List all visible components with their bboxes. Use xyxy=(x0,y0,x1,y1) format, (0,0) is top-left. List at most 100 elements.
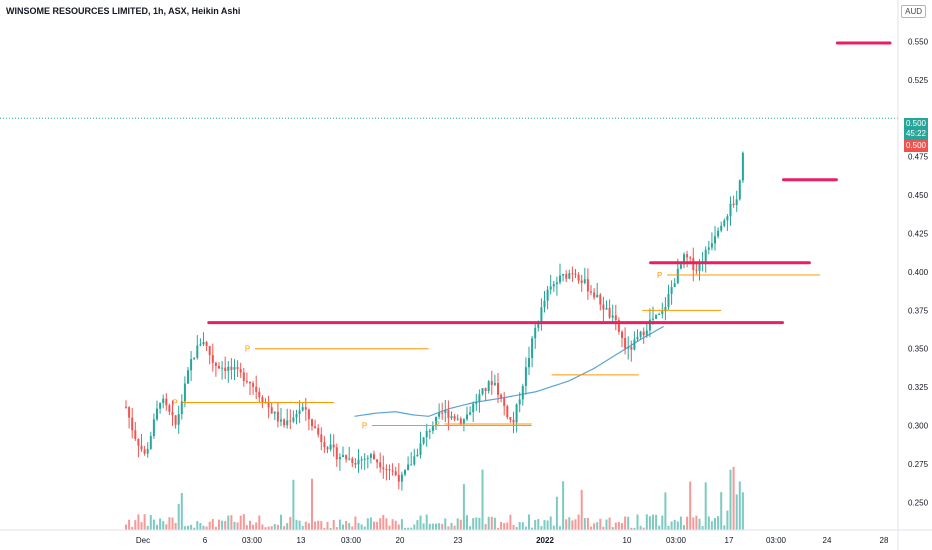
volume-bar xyxy=(515,527,518,530)
volume-bar xyxy=(444,518,447,530)
volume-bar xyxy=(369,517,372,530)
candle-body xyxy=(540,307,543,323)
candle-body xyxy=(506,406,509,418)
candle-body xyxy=(252,383,255,387)
volume-bar xyxy=(140,522,143,530)
candle-body xyxy=(208,346,211,356)
volume-bar xyxy=(382,514,385,530)
volume-bar xyxy=(125,524,127,530)
volume-bar xyxy=(664,492,667,530)
volume-bar xyxy=(348,523,351,530)
candle-body xyxy=(320,434,323,443)
candle-body xyxy=(537,322,540,328)
currency-button[interactable]: AUD xyxy=(901,5,926,18)
volume-bar xyxy=(689,481,692,530)
volume-bar xyxy=(354,516,357,530)
candle-body xyxy=(413,456,416,465)
candle-body xyxy=(552,284,555,287)
volume-bar xyxy=(419,515,422,530)
volume-bar xyxy=(472,518,475,530)
volume-bar xyxy=(732,466,735,530)
resistance-levels[interactable] xyxy=(207,41,892,325)
volume-bar xyxy=(360,524,363,530)
candle-body xyxy=(385,469,388,471)
volume-bar xyxy=(428,523,431,530)
candle-body xyxy=(617,320,620,332)
candle-body xyxy=(732,203,735,206)
volume-bar xyxy=(531,527,534,530)
volume-bar xyxy=(487,516,490,530)
candle-body xyxy=(438,412,441,417)
volume-bar xyxy=(152,519,155,530)
time-tick-label: 6 xyxy=(203,536,208,545)
volume-bar xyxy=(230,515,233,530)
time-tick-label: 23 xyxy=(454,536,463,545)
volume-bar xyxy=(267,526,270,530)
volume-bar xyxy=(233,521,236,530)
candle-body xyxy=(357,459,360,465)
candle-body xyxy=(683,254,685,265)
candle-body xyxy=(422,437,425,444)
volume-bar xyxy=(521,522,524,530)
candle-body xyxy=(280,419,282,422)
volume-bar xyxy=(574,519,577,530)
candle-body xyxy=(741,152,744,181)
candle-body xyxy=(332,444,335,448)
volume-bar xyxy=(679,516,682,530)
volume-bar xyxy=(475,517,478,530)
volume-bar xyxy=(562,481,565,530)
time-tick-label: 28 xyxy=(880,536,889,545)
volume-bar xyxy=(270,526,273,530)
candle-body xyxy=(304,407,307,410)
time-tick-label: 24 xyxy=(823,536,832,545)
candle-body xyxy=(717,230,720,237)
candle-body xyxy=(487,381,490,392)
volume-bar xyxy=(438,523,441,530)
candle-body xyxy=(453,416,456,420)
volume-bar xyxy=(298,520,301,530)
volume-bar xyxy=(236,522,239,530)
volume-bar xyxy=(407,527,410,530)
candle-body xyxy=(177,414,180,425)
candle-body xyxy=(571,273,574,275)
candle-body xyxy=(710,243,713,248)
candle-body xyxy=(397,475,400,482)
volume-bar xyxy=(404,527,406,530)
candle-body xyxy=(543,300,546,308)
volume-bar xyxy=(636,514,639,530)
volume-bar xyxy=(221,520,224,530)
candle-body xyxy=(323,442,326,448)
candle-body xyxy=(329,444,332,450)
volume-bar xyxy=(146,525,149,530)
volume-bar xyxy=(345,521,348,530)
time-tick-label: 03:00 xyxy=(341,536,362,545)
price-tick-label: 0.475 xyxy=(908,153,929,162)
candle-body xyxy=(379,462,382,468)
candle-body xyxy=(670,287,673,294)
volume-bar xyxy=(295,520,298,530)
volume-bar xyxy=(397,524,400,530)
candle-body xyxy=(509,417,512,420)
candle-body xyxy=(528,358,530,368)
candle-body xyxy=(227,366,230,371)
volume-bar xyxy=(686,516,689,530)
volume-bar xyxy=(261,524,264,530)
volume-bar xyxy=(329,527,332,530)
candle-body xyxy=(174,415,177,425)
volume-bar xyxy=(621,523,623,530)
volume-bar xyxy=(400,519,403,530)
volume-bar xyxy=(503,523,506,530)
price-tick-label: 0.375 xyxy=(908,306,929,315)
volume-bar xyxy=(577,514,580,530)
volume-bar xyxy=(413,524,416,530)
volume-bar xyxy=(497,527,499,530)
volume-bar xyxy=(602,526,605,530)
candle-body xyxy=(524,367,527,387)
volume-bar xyxy=(614,522,617,530)
candle-body xyxy=(624,337,627,349)
candle-body xyxy=(689,257,692,259)
time-axis-labels[interactable]: Dec 6 03:00 13 03:00 20 23 2022 10 03:00 17 03:00 24… xyxy=(136,536,889,545)
candle-body xyxy=(462,419,465,424)
volume-bar xyxy=(242,514,245,530)
